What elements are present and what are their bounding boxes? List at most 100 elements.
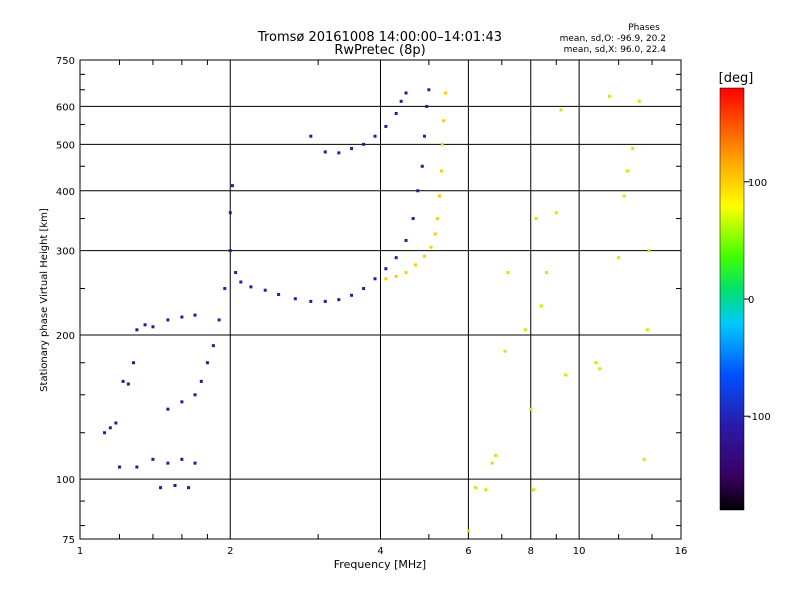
data-point bbox=[239, 280, 243, 284]
phase-info-x: mean, sd,X: 96.0, 22.4 bbox=[564, 45, 667, 55]
data-point bbox=[411, 217, 415, 221]
data-point bbox=[440, 142, 444, 146]
data-point bbox=[143, 323, 147, 327]
data-point bbox=[151, 457, 155, 461]
y-tick-label: 300 bbox=[56, 247, 75, 258]
data-point bbox=[607, 94, 611, 98]
data-points bbox=[103, 88, 651, 533]
x-tick-label: 1 bbox=[77, 546, 83, 557]
data-point bbox=[166, 318, 170, 322]
data-point bbox=[166, 407, 170, 411]
x-tick-label: 6 bbox=[465, 546, 471, 557]
data-point bbox=[263, 288, 267, 292]
data-point bbox=[249, 285, 253, 289]
colorbar bbox=[719, 87, 745, 511]
data-point bbox=[416, 189, 420, 193]
data-point bbox=[350, 147, 354, 151]
y-tick-label: 400 bbox=[56, 187, 75, 198]
data-point bbox=[362, 142, 366, 146]
data-point bbox=[420, 164, 424, 168]
x-axis-label: Frequency [MHz] bbox=[334, 558, 426, 571]
data-point bbox=[466, 529, 470, 533]
data-point bbox=[323, 299, 327, 303]
colorbar-tick-label: -100 bbox=[748, 412, 771, 423]
x-tick-label: 8 bbox=[528, 546, 534, 557]
grid bbox=[80, 60, 681, 539]
data-point bbox=[180, 315, 184, 319]
data-point bbox=[121, 379, 125, 383]
data-point bbox=[277, 292, 281, 296]
data-point bbox=[126, 382, 130, 386]
data-point bbox=[132, 361, 136, 365]
x-tick-label: 16 bbox=[675, 546, 688, 557]
data-point bbox=[531, 488, 535, 492]
data-point bbox=[503, 349, 507, 353]
data-point bbox=[384, 277, 388, 281]
data-point bbox=[193, 461, 197, 465]
colorbar-tick-label: 100 bbox=[748, 178, 767, 189]
data-point bbox=[622, 194, 626, 198]
data-point bbox=[422, 134, 426, 138]
phase-info-title: Phases bbox=[628, 23, 660, 33]
y-tick-label: 200 bbox=[56, 331, 75, 342]
data-point bbox=[114, 421, 118, 425]
data-point bbox=[404, 238, 408, 242]
data-point bbox=[159, 486, 163, 490]
data-point bbox=[228, 211, 232, 215]
plot-frame bbox=[79, 59, 682, 540]
data-point bbox=[404, 271, 408, 275]
x-tick-label: 10 bbox=[573, 546, 586, 557]
data-point bbox=[484, 488, 488, 492]
data-point bbox=[534, 217, 538, 221]
data-point bbox=[205, 361, 209, 365]
data-point bbox=[337, 298, 341, 302]
data-point bbox=[642, 457, 646, 461]
data-point bbox=[645, 328, 649, 332]
data-point bbox=[309, 134, 313, 138]
data-point bbox=[373, 277, 377, 281]
data-point bbox=[435, 217, 439, 221]
data-point bbox=[554, 211, 558, 215]
data-point bbox=[647, 249, 651, 253]
data-point bbox=[394, 111, 398, 115]
data-point bbox=[539, 304, 543, 308]
data-point bbox=[564, 373, 568, 377]
data-point bbox=[384, 267, 388, 271]
data-point bbox=[135, 328, 139, 332]
colorbar-tick-label: 0 bbox=[748, 295, 754, 306]
data-point bbox=[617, 256, 621, 260]
data-point bbox=[625, 169, 629, 173]
data-point bbox=[442, 119, 446, 123]
data-point bbox=[228, 249, 232, 253]
data-point bbox=[637, 99, 641, 103]
data-point bbox=[211, 344, 215, 348]
data-point bbox=[523, 328, 527, 332]
data-point bbox=[433, 232, 437, 236]
data-point bbox=[180, 457, 184, 461]
y-tick-label: 100 bbox=[56, 475, 75, 486]
data-point bbox=[440, 169, 444, 173]
chart-subtitle: RwPretec (8p) bbox=[334, 43, 425, 58]
data-point bbox=[350, 293, 354, 297]
data-point bbox=[399, 99, 403, 103]
data-point bbox=[425, 104, 429, 108]
data-point bbox=[187, 486, 191, 490]
data-point bbox=[118, 465, 122, 469]
data-point bbox=[199, 379, 203, 383]
data-point bbox=[598, 367, 602, 371]
data-point bbox=[362, 287, 366, 291]
data-point bbox=[631, 147, 635, 151]
data-point bbox=[151, 325, 155, 329]
data-point bbox=[422, 254, 426, 258]
data-point bbox=[193, 393, 197, 397]
y-tick-label: 750 bbox=[56, 56, 75, 67]
data-point bbox=[437, 194, 441, 198]
data-point bbox=[394, 256, 398, 260]
data-point bbox=[193, 313, 197, 317]
data-point bbox=[413, 263, 417, 267]
data-point bbox=[494, 454, 498, 458]
data-point bbox=[384, 124, 388, 128]
data-point bbox=[173, 483, 177, 487]
